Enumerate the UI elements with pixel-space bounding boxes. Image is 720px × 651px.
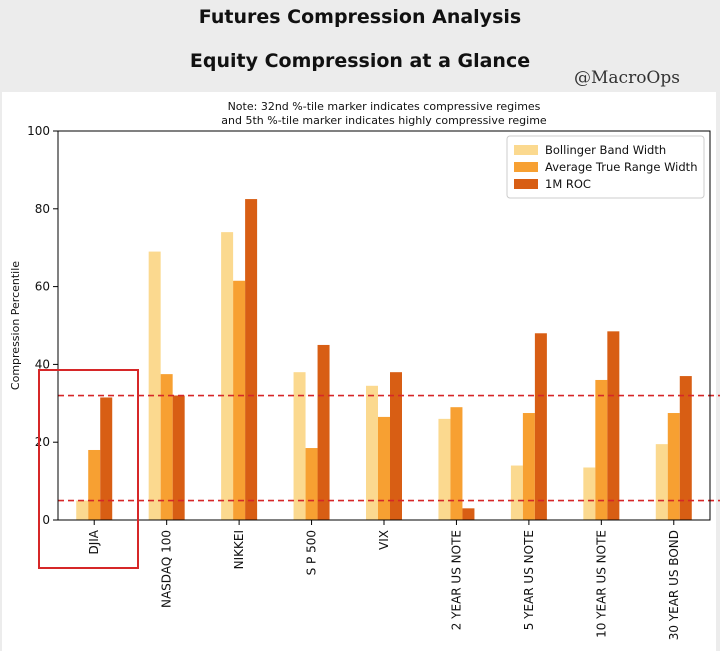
bar-nikkei-1m-roc — [245, 199, 258, 520]
legend-box — [506, 135, 705, 199]
bar-vix-1m-roc — [390, 372, 402, 520]
legend-label-1: Average True Range Width — [545, 160, 697, 174]
bar-nikkei-bollinger-band-width — [221, 232, 234, 520]
bar-5-year-us-note-average-true-range-width — [522, 413, 535, 520]
bar-2-year-us-note-average-true-range-width — [450, 407, 463, 520]
y-tick-label: 0 — [42, 513, 50, 527]
watermark: @MacroOps — [574, 68, 680, 88]
x-tick-label: NIKKEI — [232, 530, 246, 569]
legend-swatch-0 — [514, 145, 538, 155]
page-title: Futures Compression Analysis — [198, 6, 522, 28]
y-tick-label: 40 — [35, 357, 50, 371]
bar-s-p-500-1m-roc — [317, 344, 330, 520]
legend-label-2: 1M ROC — [545, 177, 591, 191]
bar-10-year-us-note-1m-roc — [607, 331, 620, 520]
x-tick-label: DJIA — [87, 529, 101, 554]
bar-2-year-us-note-1m-roc — [462, 508, 475, 520]
y-axis-label: Compression Percentile — [9, 261, 22, 390]
y-tick-label: 80 — [35, 202, 50, 216]
bar-nasdaq-100-bollinger-band-width — [148, 251, 161, 520]
bar-10-year-us-note-average-true-range-width — [595, 379, 608, 520]
x-tick-label: 30 YEAR US BOND — [667, 530, 681, 640]
header: Futures Compression Analysis Equity Comp… — [0, 0, 720, 92]
x-tick-label: VIX — [377, 530, 391, 550]
bar-5-year-us-note-bollinger-band-width — [510, 465, 523, 520]
bar-30-year-us-bond-1m-roc — [679, 376, 692, 520]
bar-10-year-us-note-bollinger-band-width — [583, 467, 596, 520]
bar-30-year-us-bond-bollinger-band-width — [655, 444, 668, 520]
chart-note-line-2: and 5th %-tile marker indicates highly c… — [221, 114, 547, 127]
bar-djia-average-true-range-width — [88, 449, 101, 520]
bar-djia-1m-roc — [100, 397, 113, 520]
bar-2-year-us-note-bollinger-band-width — [438, 418, 451, 520]
y-tick-label: 100 — [27, 124, 50, 138]
x-tick-label: NASDAQ 100 — [160, 530, 174, 608]
x-tick-label: 2 YEAR US NOTE — [449, 530, 463, 630]
x-tick-label: 10 YEAR US NOTE — [594, 530, 608, 638]
highlight-box-djia — [38, 369, 139, 569]
bar-s-p-500-bollinger-band-width — [293, 372, 306, 520]
bar-nasdaq-100-1m-roc — [172, 395, 185, 520]
legend-swatch-1 — [514, 162, 538, 172]
bar-5-year-us-note-1m-roc — [534, 333, 547, 520]
x-tick-label: S P 500 — [305, 530, 319, 575]
bar-nikkei-average-true-range-width — [233, 280, 246, 520]
chart-note-line-1: Note: 32nd %-tile marker indicates compr… — [228, 100, 541, 113]
bar-s-p-500-average-true-range-width — [305, 448, 318, 520]
y-tick-label: 60 — [35, 280, 50, 294]
page-subtitle: Equity Compression at a Glance — [189, 50, 531, 72]
bar-djia-bollinger-band-width — [76, 500, 89, 520]
legend-swatch-2 — [514, 179, 538, 189]
bar-vix-average-true-range-width — [378, 416, 390, 520]
bar-nasdaq-100-average-true-range-width — [160, 374, 173, 520]
legend-label-0: Bollinger Band Width — [545, 143, 666, 157]
bar-30-year-us-bond-average-true-range-width — [667, 413, 680, 520]
y-tick-label: 20 — [35, 435, 50, 449]
x-tick-label: 5 YEAR US NOTE — [522, 530, 536, 630]
bar-vix-bollinger-band-width — [366, 385, 378, 520]
